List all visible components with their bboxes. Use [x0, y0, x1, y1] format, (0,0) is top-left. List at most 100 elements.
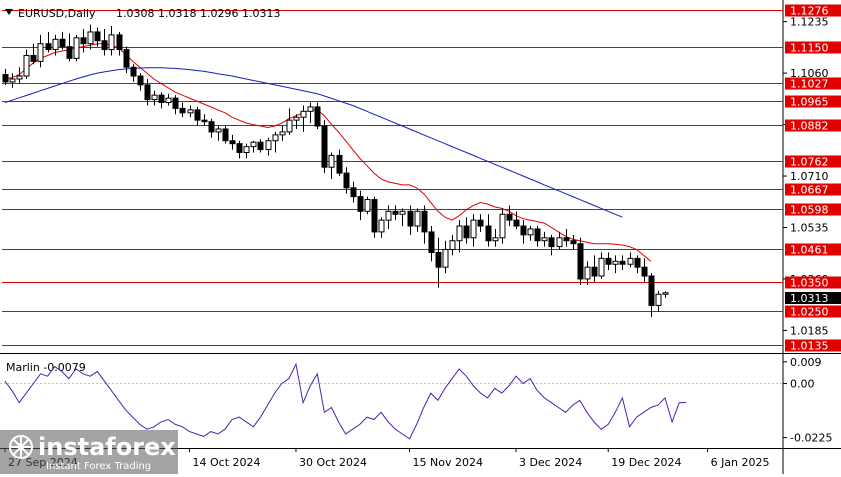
level-label-bg — [785, 119, 841, 132]
candle — [357, 190, 364, 221]
candle-body — [16, 75, 23, 80]
candle — [328, 152, 335, 179]
candle-body — [151, 94, 158, 101]
price-tick-label: 1.0185 — [790, 324, 829, 337]
candle — [137, 73, 144, 91]
candle — [144, 78, 151, 106]
candle — [442, 240, 449, 274]
candle-body — [548, 237, 555, 248]
candle — [87, 24, 94, 50]
level-label: 1.0762 — [790, 156, 829, 169]
candle-body — [307, 106, 314, 112]
candle — [506, 205, 513, 227]
candle-body — [485, 225, 492, 242]
candle — [584, 261, 591, 285]
candle-body — [23, 54, 30, 77]
candle-body — [279, 131, 286, 136]
candle-body — [648, 275, 655, 306]
candle-body — [541, 237, 548, 242]
current-price-tag-bg — [785, 292, 841, 304]
candle — [343, 167, 350, 194]
candle — [314, 102, 321, 129]
candle-body — [556, 237, 563, 248]
candle — [541, 231, 548, 247]
candle — [598, 252, 605, 279]
candle — [470, 214, 477, 247]
time-tick-label: 19 Dec 2024 — [611, 456, 681, 469]
candle — [307, 102, 314, 124]
candle-body — [499, 213, 506, 239]
level-label-bg — [785, 203, 841, 216]
candle — [59, 31, 66, 50]
candle-body — [80, 37, 87, 45]
candle-body — [52, 38, 59, 51]
candle-body — [73, 37, 80, 59]
price-tick-label: 1.1060 — [790, 67, 829, 80]
candle-body — [123, 49, 130, 68]
symbol-menu-icon[interactable] — [5, 9, 13, 15]
candle — [392, 205, 399, 221]
candle — [499, 208, 506, 244]
candle-body — [187, 109, 194, 114]
candle-body — [37, 43, 44, 62]
candle-body — [108, 34, 115, 51]
candle-body — [520, 225, 527, 236]
candle — [80, 28, 87, 53]
candle-body — [172, 97, 179, 109]
candle — [16, 67, 23, 84]
candle — [37, 34, 44, 68]
candle — [378, 217, 385, 238]
watermark-tagline: Instant Forex Trading — [46, 461, 151, 472]
level-price-labels: 1.1276 1.1150 1.1027 1.0965 1.0882 1.0762 1.06… — [785, 4, 841, 353]
candle — [116, 31, 123, 56]
price-tick-label: 1.0535 — [790, 221, 829, 234]
candle-body — [513, 219, 520, 227]
price-tick-label: 1.1235 — [790, 16, 829, 29]
candle — [9, 73, 16, 88]
candle — [407, 205, 414, 235]
candle — [272, 131, 279, 153]
candle-body — [641, 266, 648, 277]
candle-body — [506, 213, 513, 221]
candle-body — [66, 46, 73, 59]
candle — [236, 140, 243, 159]
price-axis-ticks: 1.12351.10601.08851.07101.05351.03601.01… — [783, 16, 829, 337]
candle — [662, 291, 669, 298]
candle-body — [30, 54, 37, 62]
candle — [94, 27, 101, 47]
candle-body — [534, 228, 541, 242]
candle-body — [619, 260, 626, 265]
candle-body — [208, 121, 215, 133]
candle-body — [236, 143, 243, 154]
candle — [286, 108, 293, 135]
ma-slow-line — [4, 67, 623, 218]
candle-body — [350, 187, 357, 198]
marlin-line — [4, 362, 687, 440]
level-label-bg — [785, 155, 841, 168]
candle-body — [407, 210, 414, 227]
candle — [201, 114, 208, 127]
candle — [520, 220, 527, 244]
candle-body — [385, 210, 392, 221]
candle — [279, 126, 286, 141]
candle — [45, 31, 52, 53]
candle-body — [165, 97, 172, 104]
time-tick-label: 3 Dec 2024 — [519, 456, 582, 469]
candle — [158, 92, 165, 109]
candle — [257, 139, 264, 153]
candle-body — [9, 78, 16, 83]
candle-body — [116, 34, 123, 51]
candle — [350, 181, 357, 203]
current-price-tag: 1.0313 — [790, 292, 829, 305]
candle — [123, 46, 130, 74]
candle — [577, 237, 584, 285]
candle-body — [45, 43, 52, 51]
symbol-timeframe: EURUSD,Daily — [18, 7, 96, 20]
candle-body — [456, 225, 463, 242]
candle-body — [2, 74, 9, 83]
candle — [619, 255, 626, 271]
candle — [492, 228, 499, 247]
indicator-tick-label: -0.0225 — [790, 432, 832, 445]
candle-body — [364, 199, 371, 212]
